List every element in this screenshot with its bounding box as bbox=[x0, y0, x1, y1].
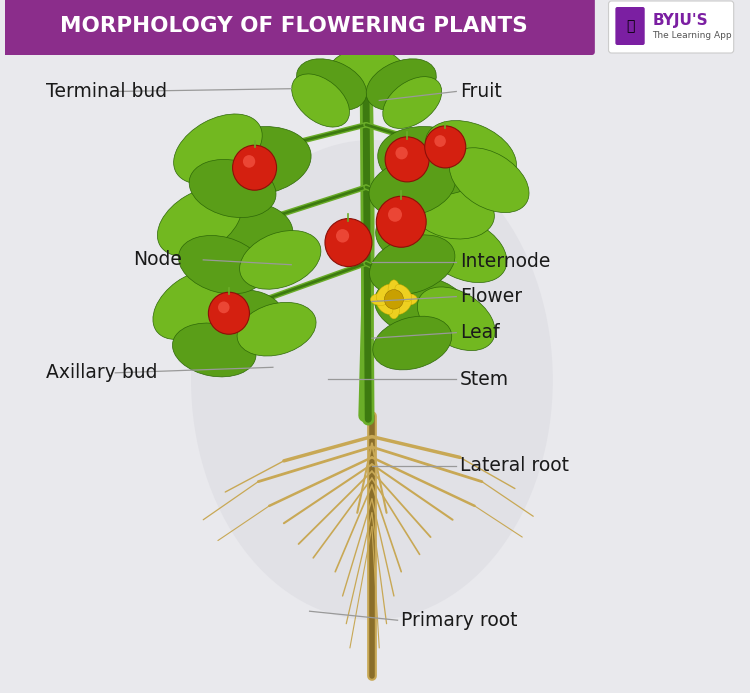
Circle shape bbox=[424, 126, 466, 168]
Text: Internode: Internode bbox=[460, 252, 550, 272]
Text: Node: Node bbox=[134, 250, 182, 270]
Ellipse shape bbox=[191, 140, 553, 620]
Ellipse shape bbox=[296, 59, 367, 110]
Circle shape bbox=[385, 137, 429, 182]
FancyBboxPatch shape bbox=[608, 1, 734, 53]
Ellipse shape bbox=[158, 187, 242, 256]
Circle shape bbox=[385, 290, 404, 309]
Ellipse shape bbox=[388, 298, 400, 319]
Circle shape bbox=[434, 135, 445, 147]
Ellipse shape bbox=[395, 284, 412, 301]
Ellipse shape bbox=[449, 148, 529, 213]
Ellipse shape bbox=[292, 74, 350, 127]
Text: Leaf: Leaf bbox=[460, 323, 500, 342]
Ellipse shape bbox=[366, 59, 436, 110]
Circle shape bbox=[232, 146, 277, 190]
Text: Lateral root: Lateral root bbox=[460, 456, 569, 475]
Text: Stem: Stem bbox=[460, 369, 509, 389]
Circle shape bbox=[395, 147, 408, 159]
Ellipse shape bbox=[369, 158, 455, 216]
Ellipse shape bbox=[172, 323, 256, 377]
Ellipse shape bbox=[370, 235, 455, 295]
Ellipse shape bbox=[395, 297, 412, 315]
Text: Primary root: Primary root bbox=[401, 611, 518, 630]
Ellipse shape bbox=[382, 77, 442, 128]
Circle shape bbox=[243, 155, 255, 168]
Ellipse shape bbox=[189, 159, 276, 218]
Text: BYJU'S: BYJU'S bbox=[652, 12, 708, 28]
Ellipse shape bbox=[370, 293, 391, 306]
Ellipse shape bbox=[374, 276, 469, 337]
Ellipse shape bbox=[206, 127, 311, 195]
Ellipse shape bbox=[420, 216, 507, 283]
Circle shape bbox=[209, 292, 250, 334]
Ellipse shape bbox=[187, 202, 293, 270]
Ellipse shape bbox=[388, 280, 400, 301]
Text: Terminal bud: Terminal bud bbox=[46, 82, 166, 101]
Ellipse shape bbox=[373, 316, 452, 370]
Circle shape bbox=[376, 196, 426, 247]
Ellipse shape bbox=[376, 203, 478, 268]
Circle shape bbox=[388, 207, 402, 222]
Circle shape bbox=[325, 218, 372, 267]
FancyBboxPatch shape bbox=[616, 7, 645, 45]
Ellipse shape bbox=[397, 293, 418, 306]
Ellipse shape bbox=[411, 184, 494, 239]
FancyBboxPatch shape bbox=[2, 0, 595, 55]
Text: 📱: 📱 bbox=[626, 19, 634, 33]
Text: Axillary bud: Axillary bud bbox=[46, 363, 157, 383]
Ellipse shape bbox=[328, 49, 404, 97]
Ellipse shape bbox=[239, 231, 321, 289]
Ellipse shape bbox=[153, 270, 232, 340]
Ellipse shape bbox=[237, 302, 316, 356]
Ellipse shape bbox=[376, 284, 393, 301]
Ellipse shape bbox=[178, 236, 265, 294]
Text: Flower: Flower bbox=[460, 287, 522, 306]
Text: Fruit: Fruit bbox=[460, 82, 502, 101]
Ellipse shape bbox=[418, 287, 495, 351]
Text: The Learning App: The Learning App bbox=[652, 31, 732, 40]
Circle shape bbox=[336, 229, 350, 243]
Ellipse shape bbox=[174, 114, 262, 184]
Ellipse shape bbox=[376, 297, 393, 315]
Ellipse shape bbox=[425, 121, 517, 187]
Circle shape bbox=[218, 301, 229, 313]
Text: MORPHOLOGY OF FLOWERING PLANTS: MORPHOLOGY OF FLOWERING PLANTS bbox=[60, 16, 527, 36]
Ellipse shape bbox=[182, 290, 284, 355]
Ellipse shape bbox=[378, 127, 484, 195]
